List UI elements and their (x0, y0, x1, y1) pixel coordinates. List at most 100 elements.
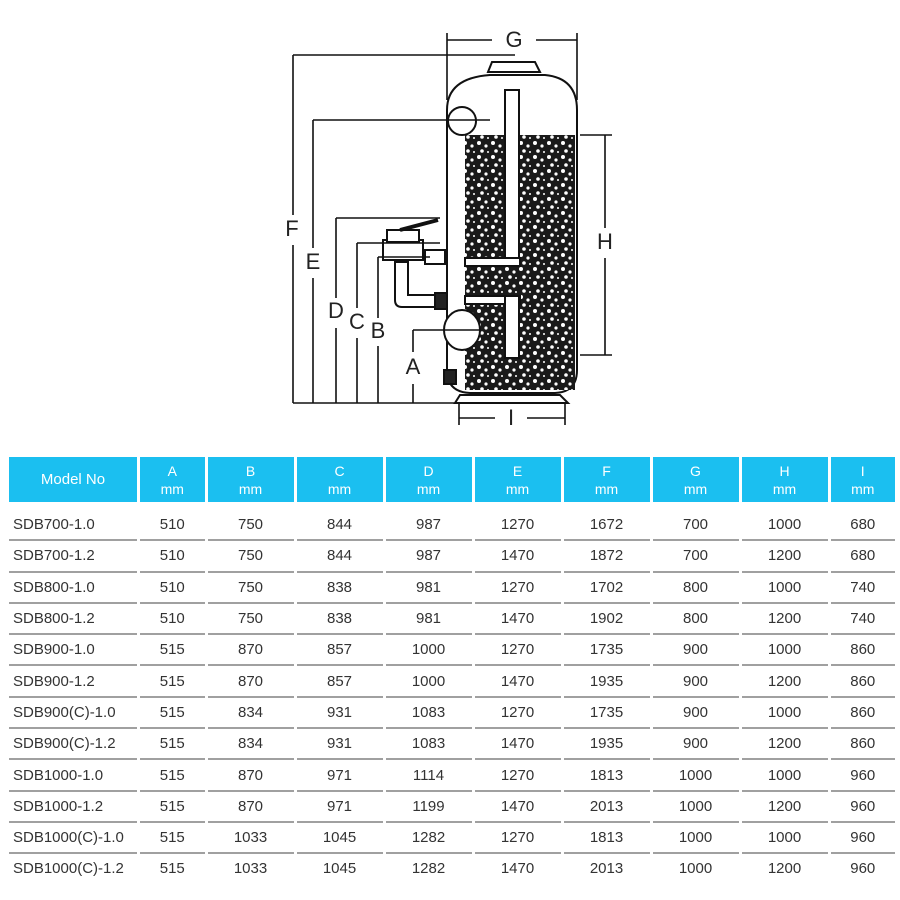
model-cell: SDB1000(C)-1.0 (9, 823, 137, 855)
model-cell: SDB1000(C)-1.2 (13, 860, 124, 878)
column-unit: mm (238, 480, 263, 497)
value-cell: 1199 (385, 792, 472, 823)
table-row: SDB1000(C)-1.0 515 1033 1045 1282 1270 1813 100… (9, 823, 895, 855)
value-cell: 981 (385, 604, 472, 636)
dimension-label-e: E (306, 249, 321, 274)
value-cell: 1083 (385, 729, 472, 761)
value-cell: 1470 (474, 541, 561, 573)
dimension-label-b: B (371, 318, 386, 343)
value-cell: 870 (207, 635, 294, 667)
value-cell: 960 (830, 760, 895, 792)
value-cell: 870 (207, 666, 294, 698)
value-cell: 515 (140, 635, 205, 667)
value-cell: 870 (207, 760, 294, 792)
column-label: H (779, 462, 790, 479)
value-cell: 1470 (474, 792, 561, 823)
value-cell: 1672 (563, 502, 650, 542)
value-cell: 1000 (741, 573, 828, 604)
dimension-label-c: C (349, 309, 365, 334)
column-label: C (334, 462, 345, 479)
column-unit: mm (327, 480, 352, 497)
value-cell: 1270 (474, 823, 561, 855)
column-label: E (512, 462, 523, 479)
value-cell: 1872 (563, 541, 650, 573)
model-cell: SDB700-1.2 (9, 541, 137, 573)
column-header-model: Model No (9, 457, 137, 502)
value-cell: 1470 (474, 666, 561, 698)
value-cell: 1935 (563, 666, 650, 698)
value-cell: 510 (140, 573, 205, 604)
value-cell: 1000 (741, 698, 828, 730)
value-cell: 515 (159, 860, 185, 878)
column-unit: mm (594, 480, 619, 497)
value-cell: 960 (850, 860, 876, 878)
value-cell: 1000 (652, 823, 739, 855)
value-cell: 1200 (741, 729, 828, 761)
column-label: B (245, 462, 256, 479)
value-cell: 1114 (385, 760, 472, 792)
value-cell: 1270 (474, 635, 561, 667)
value-cell: 1270 (474, 698, 561, 730)
value-cell: 834 (207, 729, 294, 761)
table-row: SDB900(C)-1.0 515 834 931 1083 1270 1735 900 100… (9, 698, 895, 730)
model-cell: SDB900(C)-1.2 (9, 729, 137, 761)
dimension-label-g: G (505, 27, 522, 52)
value-cell: 1270 (474, 760, 561, 792)
value-cell: 971 (296, 792, 383, 823)
column-label: Model No (40, 470, 106, 488)
value-cell: 1000 (741, 502, 828, 542)
model-cell: SDB800-1.2 (9, 604, 137, 636)
value-cell: 2013 (589, 860, 624, 878)
value-cell: 870 (207, 792, 294, 823)
model-cell: SDB1000-1.2 (9, 792, 137, 823)
filter-tank (382, 61, 578, 404)
value-cell: 900 (652, 729, 739, 761)
table-row: SDB1000-1.0 515 870 971 1114 1270 1813 1000 1000… (9, 760, 895, 792)
value-cell: 515 (140, 823, 205, 855)
value-cell: 1735 (563, 698, 650, 730)
dimension-label-a: A (406, 354, 421, 379)
column-label: I (860, 462, 865, 479)
value-cell: 960 (830, 823, 895, 855)
value-cell: 700 (652, 541, 739, 573)
column-unit: mm (772, 480, 797, 497)
table-row: SDB1000-1.2 515 870 971 1199 1470 2013 1000 1200… (9, 792, 895, 823)
value-cell: 838 (296, 604, 383, 636)
value-cell: 931 (296, 729, 383, 761)
column-unit: mm (160, 480, 184, 497)
value-cell: 1270 (474, 573, 561, 604)
dimension-label-d: D (328, 298, 344, 323)
value-cell: 510 (140, 541, 205, 573)
value-cell: 510 (140, 604, 205, 636)
model-cell: SDB900-1.2 (9, 666, 137, 698)
value-cell: 515 (140, 729, 205, 761)
value-cell: 1000 (385, 635, 472, 667)
value-cell: 1200 (741, 541, 828, 573)
dimension-lines (292, 33, 612, 425)
table-row: SDB1000(C)-1.2 515 1033 1045 1282 1470 2013 100… (9, 854, 895, 883)
value-cell: 1470 (474, 729, 561, 761)
column-label: G (690, 462, 701, 479)
value-cell: 680 (830, 541, 895, 573)
filter-dimension-diagram: G F E D C B A H I (285, 27, 613, 430)
model-cell: SDB900(C)-1.0 (9, 698, 137, 730)
value-cell: 900 (652, 666, 739, 698)
value-cell: 1270 (474, 502, 561, 542)
value-cell: 971 (296, 760, 383, 792)
value-cell: 1083 (385, 698, 472, 730)
value-cell: 1735 (563, 635, 650, 667)
value-cell: 900 (652, 635, 739, 667)
model-cell: SDB900-1.0 (9, 635, 137, 667)
value-cell: 1033 (233, 860, 268, 878)
value-cell: 1000 (652, 792, 739, 823)
value-cell: 510 (140, 502, 205, 542)
table-row: SDB900-1.2 515 870 857 1000 1470 1935 900 1200 86… (9, 666, 895, 698)
value-cell: 680 (830, 502, 895, 542)
value-cell: 1935 (563, 729, 650, 761)
value-cell: 1470 (474, 604, 561, 636)
value-cell: 1000 (385, 666, 472, 698)
